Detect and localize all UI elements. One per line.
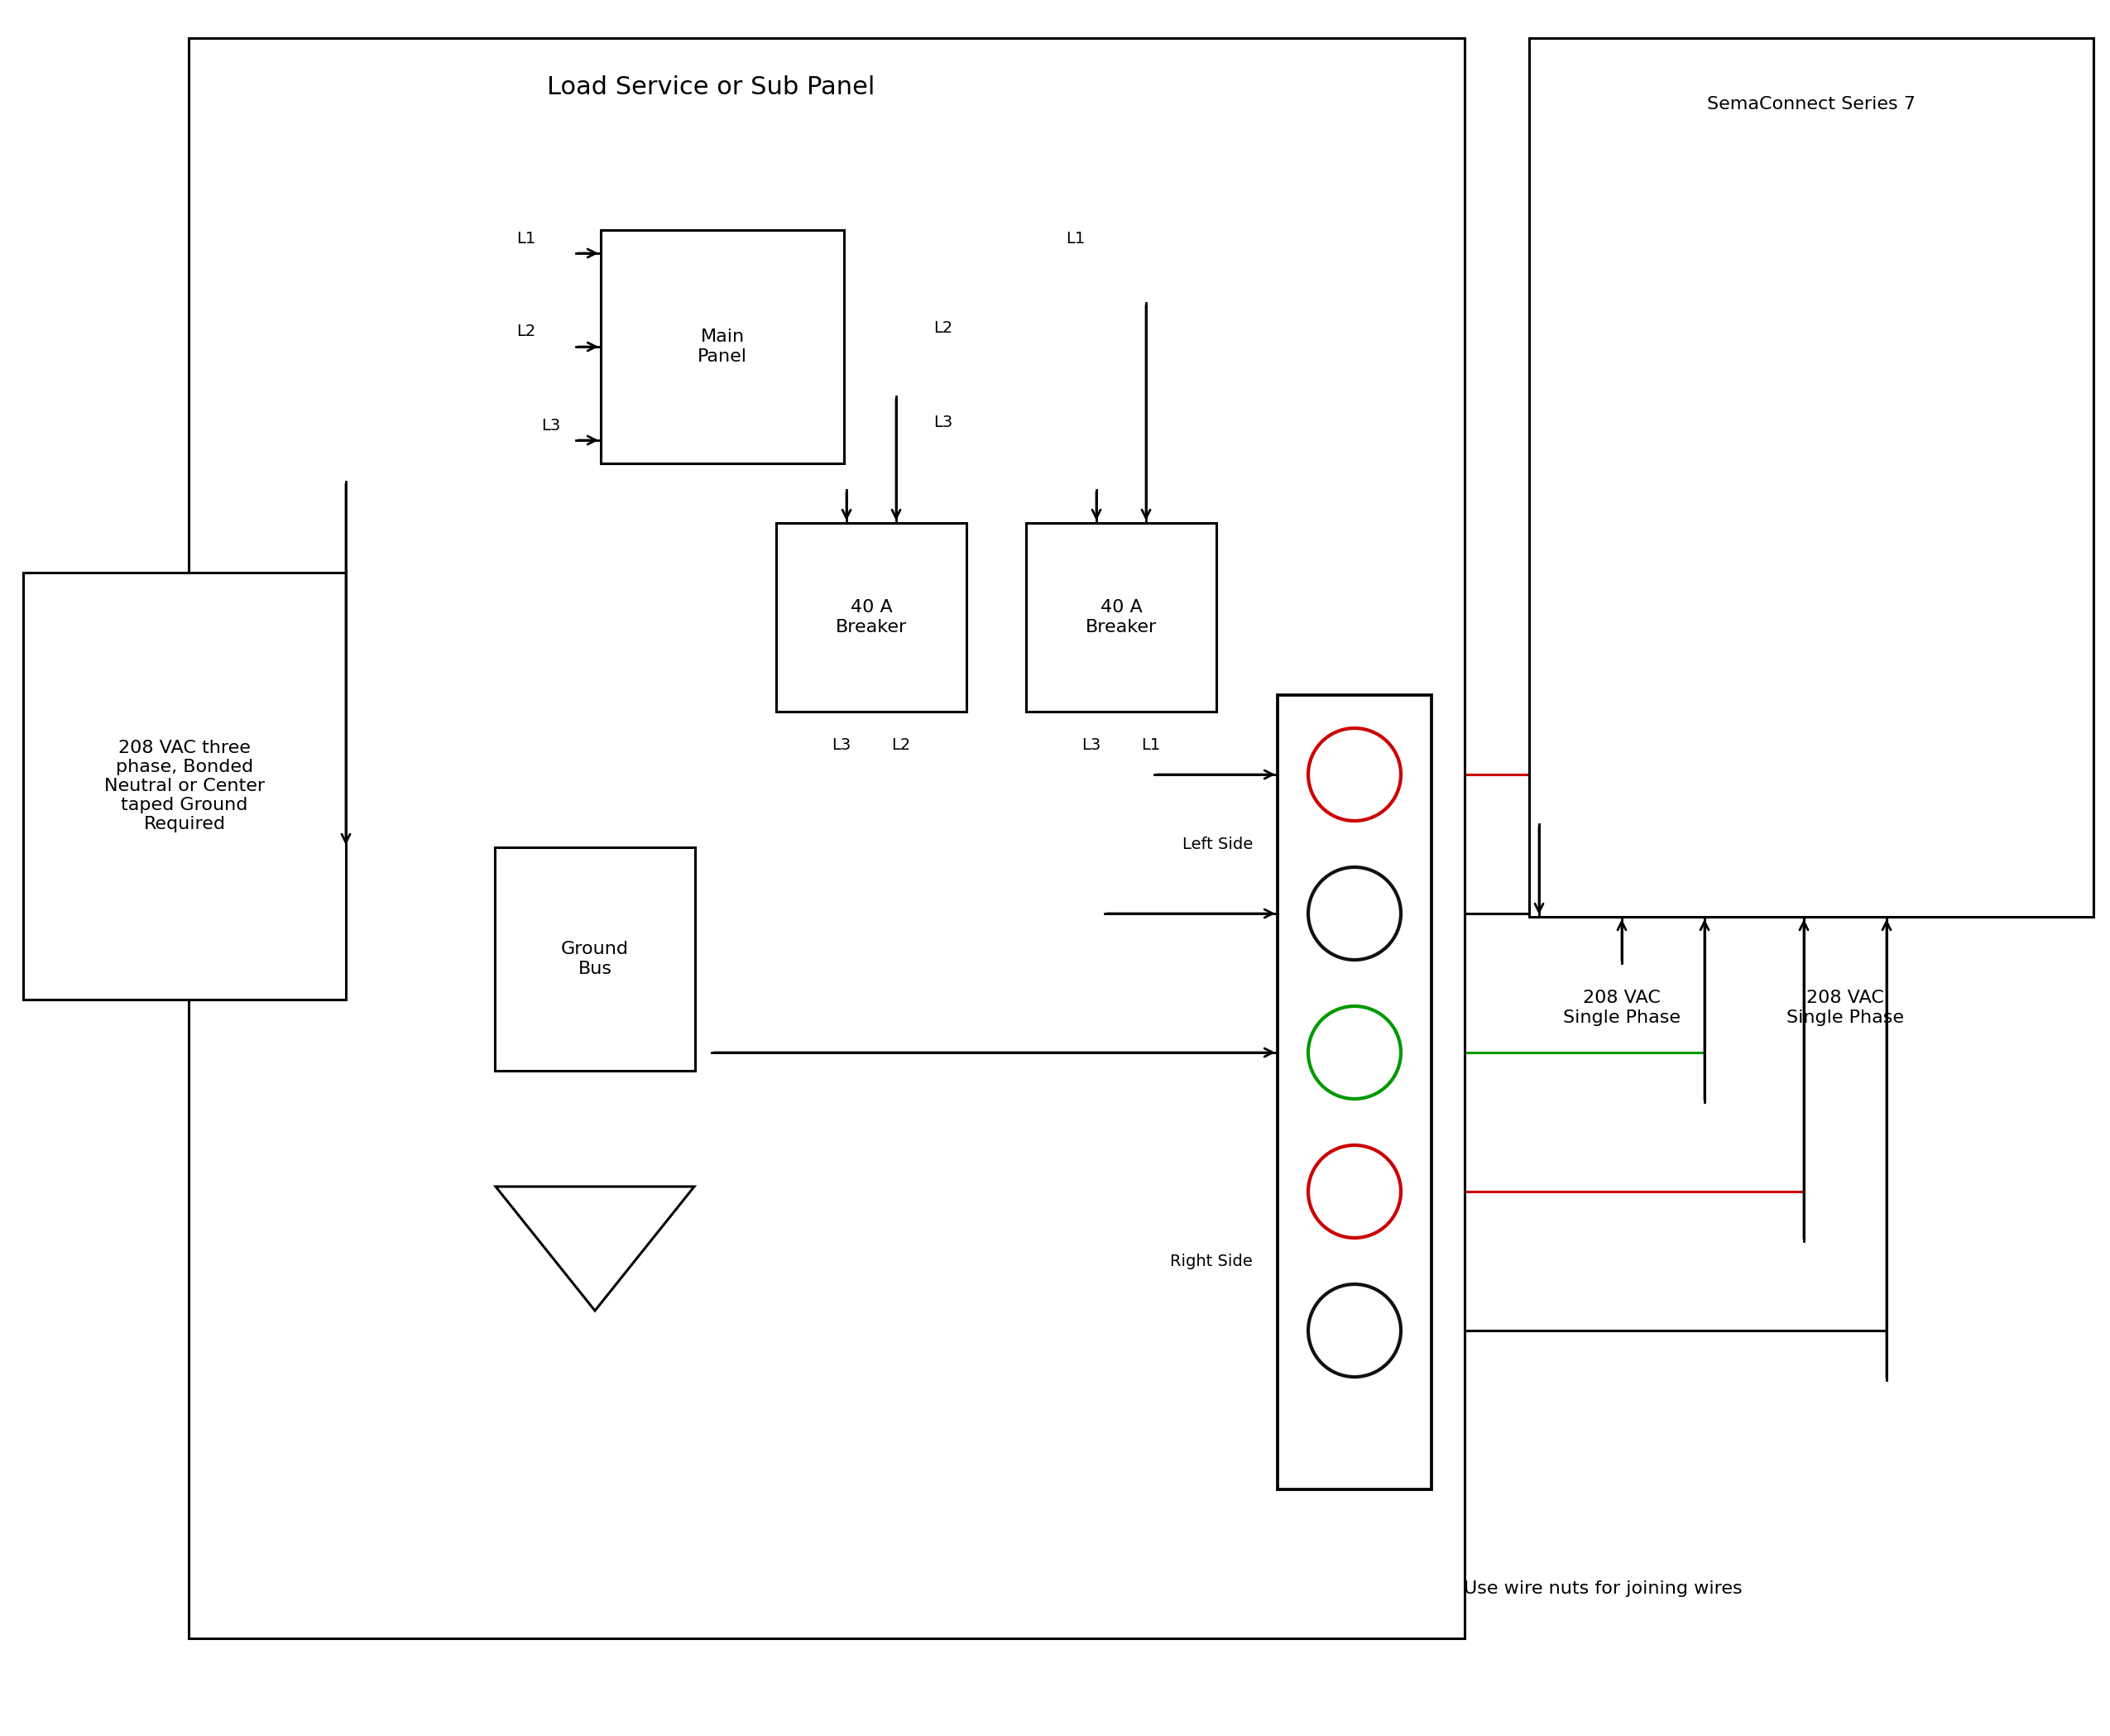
- Bar: [188, 38, 1464, 1639]
- Text: L1: L1: [1066, 231, 1085, 247]
- Text: L1: L1: [1142, 736, 1160, 753]
- Bar: [776, 523, 966, 712]
- Text: L3: L3: [831, 736, 850, 753]
- Bar: [496, 847, 694, 1071]
- Bar: [1025, 523, 1215, 712]
- Bar: [1277, 694, 1431, 1489]
- Text: 208 VAC three
phase, Bonded
Neutral or Center
taped Ground
Required: 208 VAC three phase, Bonded Neutral or C…: [103, 740, 266, 833]
- Circle shape: [1308, 1146, 1401, 1238]
- Text: L1: L1: [517, 231, 536, 247]
- Circle shape: [1308, 868, 1401, 960]
- Circle shape: [1308, 1007, 1401, 1099]
- Text: Left Side: Left Side: [1182, 837, 1253, 852]
- Circle shape: [1308, 727, 1401, 821]
- Text: L2: L2: [890, 736, 912, 753]
- Circle shape: [1308, 1285, 1401, 1377]
- Text: 208 VAC
Single Phase: 208 VAC Single Phase: [1564, 990, 1680, 1026]
- Text: Ground
Bus: Ground Bus: [561, 941, 629, 977]
- Bar: [23, 573, 346, 1000]
- Text: L3: L3: [1082, 736, 1101, 753]
- Text: Main
Panel: Main Panel: [698, 328, 747, 365]
- Bar: [601, 231, 844, 464]
- Text: Use wire nuts for joining wires: Use wire nuts for joining wires: [1464, 1580, 1743, 1597]
- Text: L3: L3: [933, 415, 954, 431]
- Text: L2: L2: [933, 321, 954, 337]
- Bar: [1530, 38, 2093, 917]
- Text: 208 VAC
Single Phase: 208 VAC Single Phase: [1787, 990, 1903, 1026]
- Text: L2: L2: [517, 325, 536, 340]
- Text: 40 A
Breaker: 40 A Breaker: [836, 599, 907, 635]
- Text: Load Service or Sub Panel: Load Service or Sub Panel: [546, 76, 876, 99]
- Text: SemaConnect Series 7: SemaConnect Series 7: [1707, 95, 1916, 113]
- Text: 40 A
Breaker: 40 A Breaker: [1085, 599, 1156, 635]
- Text: Right Side: Right Side: [1171, 1253, 1253, 1269]
- Text: L3: L3: [542, 417, 561, 434]
